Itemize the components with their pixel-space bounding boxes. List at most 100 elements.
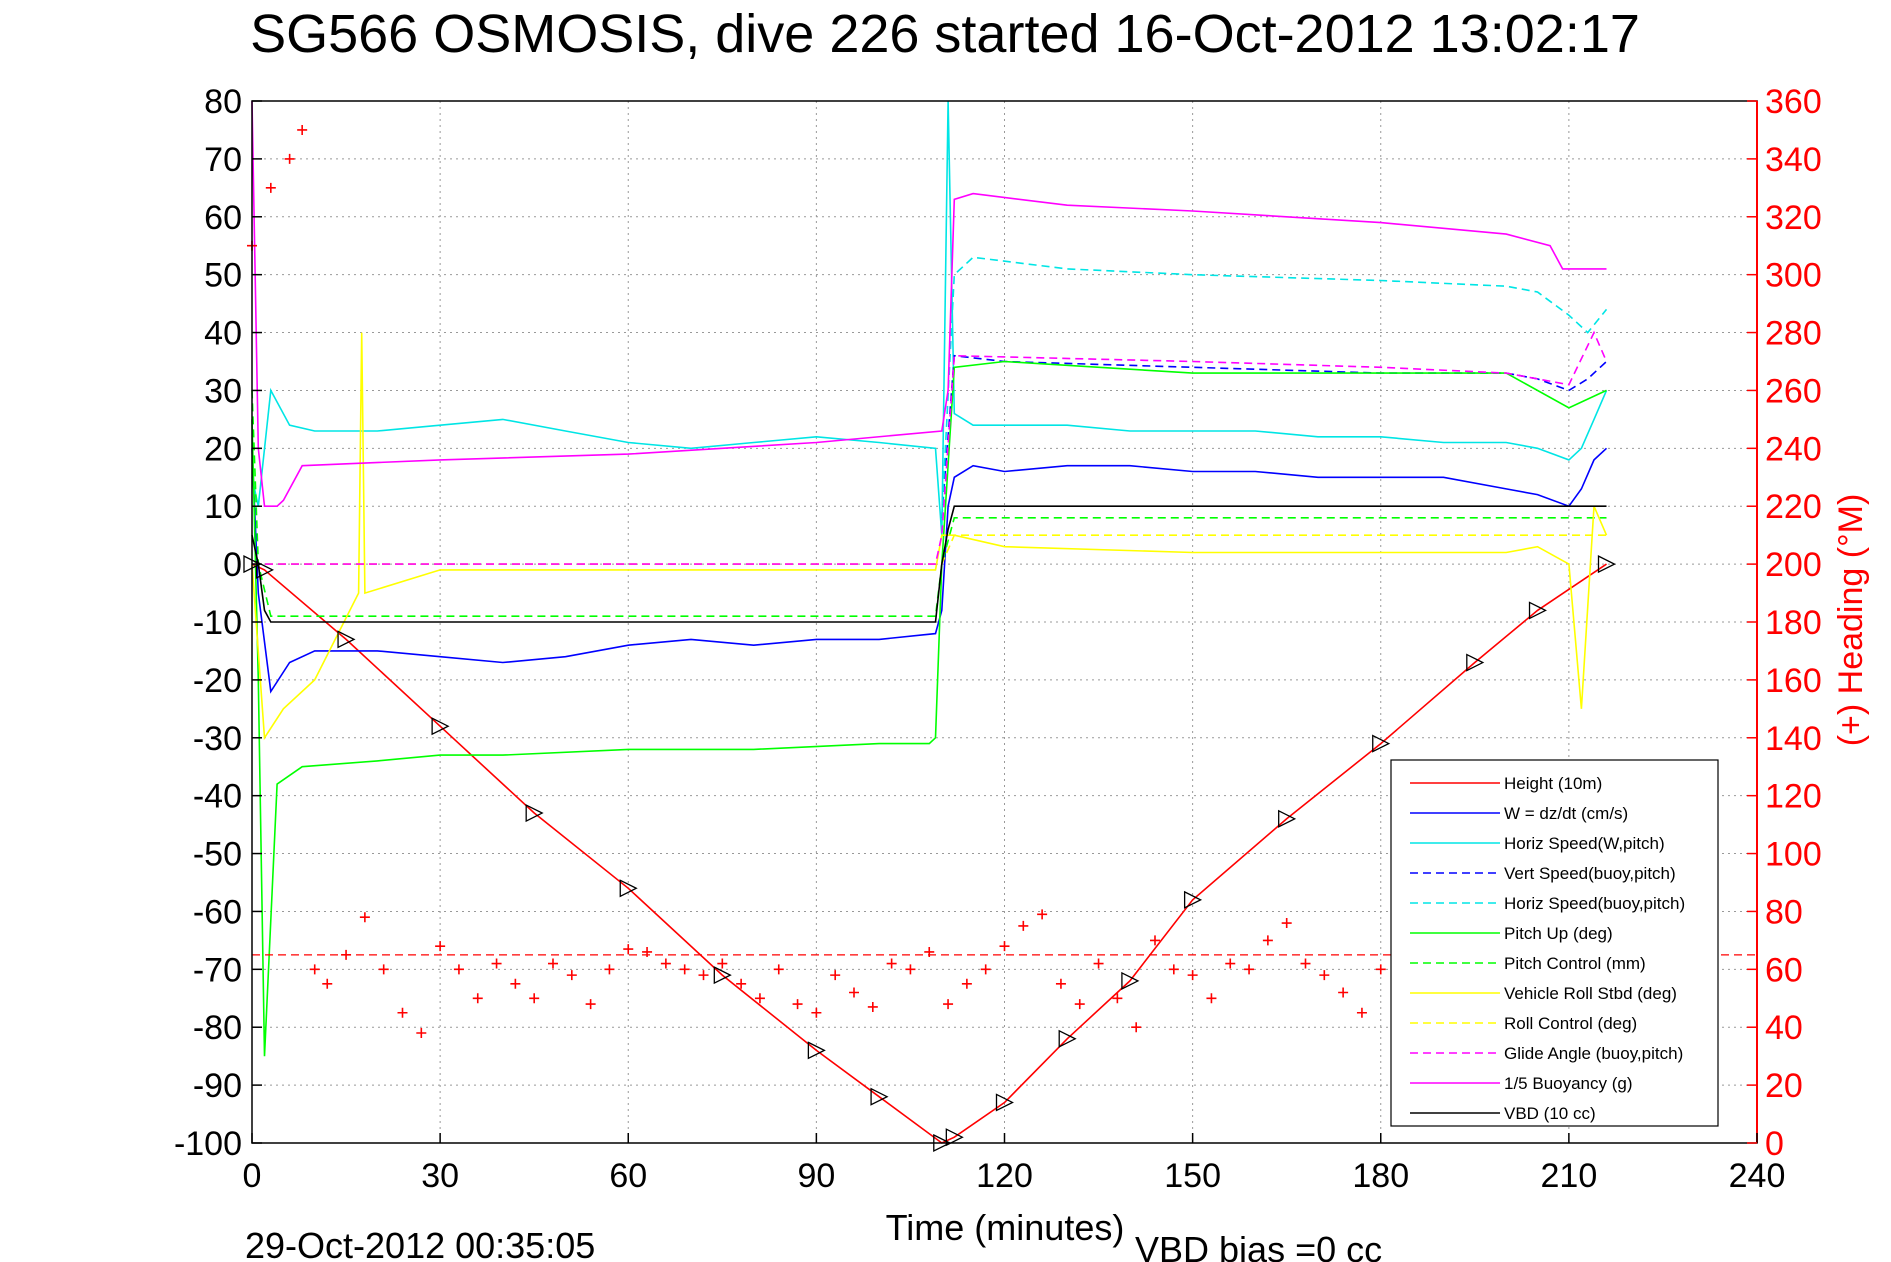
right-tick-label: 240: [1765, 430, 1822, 468]
series-line-6: [251, 390, 1607, 618]
heading-point: [849, 987, 859, 998]
heading-point: [754, 993, 765, 1004]
heading-point: [999, 941, 1010, 952]
legend-label: Glide Angle (buoy,pitch): [1504, 1044, 1683, 1063]
series-group: [251, 100, 1608, 1144]
heading-point: [1225, 958, 1236, 969]
height-marker: [1466, 653, 1485, 672]
chart-title: SG566 OSMOSIS, dive 226 started 16-Oct-2…: [250, 4, 1640, 64]
series-line-5: [251, 360, 1607, 1057]
x-tick-label: 60: [609, 1157, 647, 1195]
heading-point: [435, 941, 446, 952]
right-tick-label: 220: [1765, 488, 1822, 526]
right-tick-label: 260: [1765, 372, 1822, 410]
right-axis-label: (+) Heading (°M): [1832, 494, 1870, 747]
right-tick-label: 320: [1765, 199, 1822, 237]
legend-label: Pitch Up (deg): [1504, 924, 1613, 943]
y-tick-label: -20: [193, 662, 242, 700]
right-tick-label: 360: [1765, 83, 1822, 121]
heading-point: [322, 978, 333, 989]
height-marker: [1183, 890, 1203, 909]
y-tick-label: -90: [193, 1067, 242, 1105]
heading-point: [736, 978, 747, 989]
right-tick-label: 60: [1765, 951, 1803, 989]
height-marker: [1058, 1029, 1077, 1048]
height-marker: [337, 630, 356, 649]
y-tick-label: 70: [204, 141, 242, 179]
x-tick-label: 0: [243, 1157, 262, 1195]
heading-point: [623, 944, 634, 955]
heading-point: [604, 964, 615, 975]
right-tick-label: 200: [1765, 546, 1822, 584]
series-line-9: [252, 330, 1608, 565]
heading-point: [491, 958, 502, 969]
right-tick-label: 140: [1765, 720, 1822, 758]
right-tick-label: 20: [1765, 1067, 1803, 1105]
footer-vbd-bias: VBD bias =0 cc: [1135, 1229, 1382, 1262]
heading-point: [1187, 970, 1198, 981]
legend: Height (10m) W = dz/dt (cm/s) Horiz Speed(…: [1390, 759, 1719, 1127]
y-axis-ticks: 80 70 60 50 40 30 20 10 0 -10 -20 -30 -40 -50 -60 -70 -8…: [174, 83, 262, 1163]
heading-point: [566, 970, 577, 981]
heading-point: [1356, 1007, 1367, 1018]
heading-point: [265, 182, 276, 193]
height-marker: [431, 717, 450, 736]
y-tick-label: 80: [204, 83, 242, 121]
heading-point: [341, 949, 352, 960]
heading-point: [359, 912, 370, 923]
y-tick-label: -10: [193, 604, 242, 642]
heading-point: [510, 978, 521, 989]
x-tick-label: 150: [1164, 1157, 1221, 1195]
heading-point: [773, 964, 784, 975]
heading-point: [943, 999, 954, 1010]
heading-point: [1093, 958, 1104, 969]
legend-label: 1/5 Buoyancy (g): [1504, 1074, 1633, 1093]
heading-point: [905, 964, 916, 975]
y-tick-label: -70: [193, 951, 242, 989]
legend-label: Horiz Speed(W,pitch): [1504, 834, 1665, 853]
height-marker: [525, 803, 544, 823]
heading-point: [284, 153, 295, 164]
heading-point: [1055, 978, 1066, 989]
y-tick-label: 60: [204, 199, 242, 237]
right-tick-label: 340: [1765, 141, 1822, 179]
heading-point: [679, 964, 690, 975]
heading-point: [529, 993, 540, 1004]
heading-point: [548, 958, 558, 969]
heading-point: [1338, 987, 1349, 998]
heading-point: [585, 999, 596, 1010]
heading-point: [1319, 970, 1330, 981]
right-tick-label: 300: [1765, 257, 1822, 295]
right-tick-label: 160: [1765, 662, 1822, 700]
heading-point: [886, 958, 897, 969]
heading-point: [1037, 909, 1048, 920]
legend-label: Pitch Control (mm): [1504, 954, 1646, 973]
heading-point: [1018, 920, 1029, 931]
series-line-11: [251, 505, 1607, 623]
heading-point: [1375, 964, 1386, 975]
legend-box: [1390, 759, 1719, 1127]
heading-point: [830, 970, 841, 981]
series-line-8: [252, 534, 1607, 565]
heading-point: [792, 999, 803, 1010]
heading-point: [1262, 935, 1273, 946]
height-marker: [945, 1128, 964, 1147]
heading-point: [811, 1007, 822, 1018]
heading-point: [1074, 999, 1085, 1010]
legend-label: Vert Speed(buoy,pitch): [1504, 864, 1676, 883]
right-tick-label: 280: [1765, 315, 1822, 353]
y-tick-label: 40: [204, 315, 242, 353]
y-tick-label: -100: [174, 1125, 242, 1163]
heading-point: [378, 964, 389, 975]
y-tick-label: -30: [193, 720, 242, 758]
x-axis-label: Time (minutes): [886, 1207, 1125, 1248]
y-tick-label: -60: [193, 893, 242, 931]
right-tick-label: 100: [1765, 836, 1822, 874]
heading-point: [980, 964, 991, 975]
heading-point: [867, 1001, 878, 1012]
height-marker: [995, 1093, 1014, 1112]
heading-point: [1150, 935, 1160, 946]
heading-point: [1244, 964, 1255, 975]
heading-point: [1300, 958, 1311, 969]
